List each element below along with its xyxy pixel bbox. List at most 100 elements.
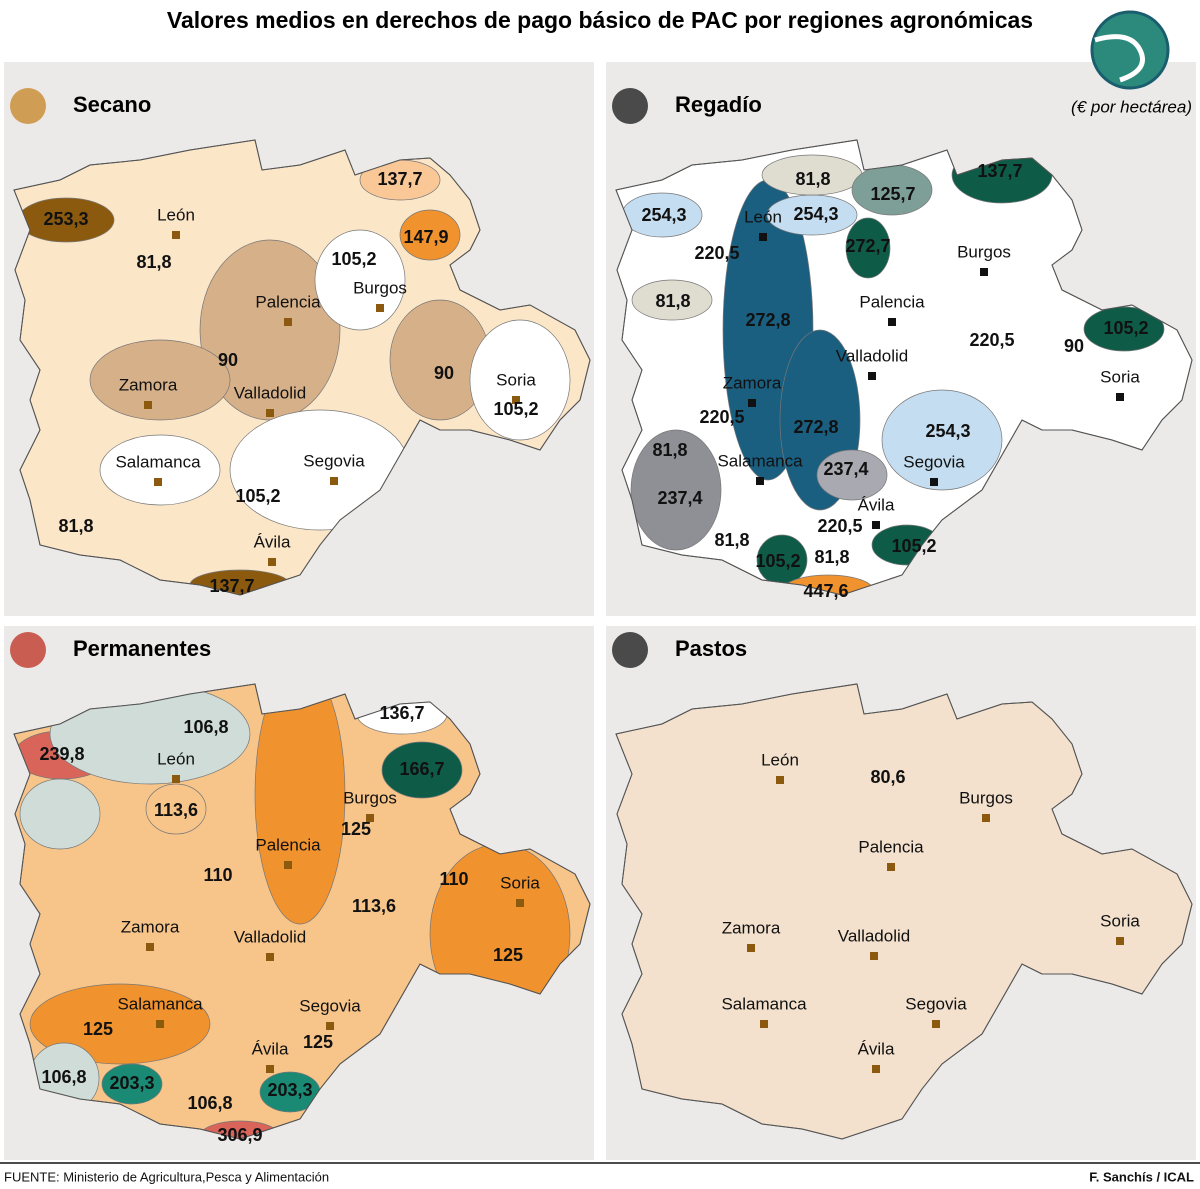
city-label: Ávila bbox=[858, 495, 895, 514]
city-label: Valladolid bbox=[234, 383, 306, 402]
value-label: 110 bbox=[203, 865, 232, 885]
value-label: 220,5 bbox=[699, 407, 744, 427]
city-marker bbox=[930, 478, 938, 486]
city-marker bbox=[376, 304, 384, 312]
panel-name: Regadío bbox=[675, 92, 762, 117]
city-marker bbox=[326, 1022, 334, 1030]
city-label: Soria bbox=[1100, 367, 1140, 386]
city-label: Palencia bbox=[858, 837, 924, 856]
city-label: Ávila bbox=[252, 1039, 289, 1058]
source: FUENTE: Ministerio de Agricultura,Pesca … bbox=[4, 1169, 329, 1184]
value-label: 105,2 bbox=[1103, 318, 1148, 338]
value-label: 106,8 bbox=[183, 717, 228, 737]
city-label: Burgos bbox=[353, 278, 407, 297]
value-label: 272,8 bbox=[745, 310, 790, 330]
subregion bbox=[630, 429, 722, 551]
value-label: 90 bbox=[434, 363, 454, 383]
city-marker bbox=[284, 861, 292, 869]
value-label: 81,8 bbox=[58, 516, 93, 536]
value-label: 113,6 bbox=[154, 800, 198, 820]
city-label: Ávila bbox=[858, 1039, 895, 1058]
value-label: 254,3 bbox=[641, 205, 686, 225]
city-label: Soria bbox=[500, 873, 540, 892]
value-label: 237,4 bbox=[823, 459, 868, 479]
city-marker bbox=[330, 477, 338, 485]
value-label: 125 bbox=[83, 1019, 113, 1039]
city-marker bbox=[154, 478, 162, 486]
value-label: 447,6 bbox=[803, 581, 848, 601]
city-marker bbox=[748, 399, 756, 407]
subregion bbox=[19, 778, 101, 850]
value-label: 272,7 bbox=[845, 236, 890, 256]
panel-name: Pastos bbox=[675, 636, 747, 661]
subregion bbox=[631, 279, 713, 321]
value-label: 306,9 bbox=[217, 1125, 262, 1145]
border bbox=[13, 683, 591, 1140]
panel-icon bbox=[10, 632, 46, 668]
city-label: Palencia bbox=[255, 292, 321, 311]
value-label: 254,3 bbox=[793, 204, 838, 224]
city-marker bbox=[512, 396, 520, 404]
city-marker bbox=[268, 558, 276, 566]
city-label: Soria bbox=[1100, 911, 1140, 930]
city-marker bbox=[747, 944, 755, 952]
unit: (€ por hectárea) bbox=[1071, 97, 1192, 116]
subregion bbox=[845, 217, 891, 279]
value-label: 110 bbox=[439, 869, 468, 889]
city-marker bbox=[760, 1020, 768, 1028]
value-label: 137,7 bbox=[377, 169, 422, 189]
city-label: León bbox=[157, 749, 195, 768]
city-marker bbox=[872, 521, 880, 529]
value-label: 81,8 bbox=[136, 252, 171, 272]
subregion bbox=[99, 434, 221, 506]
value-label: 90 bbox=[1064, 336, 1084, 356]
city-marker bbox=[266, 953, 274, 961]
subregion bbox=[89, 339, 231, 421]
value-label: 220,5 bbox=[817, 516, 862, 536]
value-label: 125 bbox=[303, 1032, 333, 1052]
city-label: Soria bbox=[496, 370, 536, 389]
subregion bbox=[101, 1063, 163, 1105]
subregion bbox=[29, 983, 211, 1065]
subregion bbox=[469, 319, 571, 441]
value-label: 81,8 bbox=[814, 547, 849, 567]
value-label: 237,4 bbox=[657, 488, 702, 508]
city-marker bbox=[870, 952, 878, 960]
panel-name: Permanentes bbox=[73, 636, 211, 661]
city-label: Salamanca bbox=[117, 994, 203, 1013]
panel-name: Secano bbox=[73, 92, 151, 117]
title: Valores medios en derechos de pago básic… bbox=[167, 7, 1033, 33]
city-label: León bbox=[744, 207, 782, 226]
city-marker bbox=[980, 268, 988, 276]
city-label: Burgos bbox=[343, 788, 397, 807]
city-label: Segovia bbox=[905, 994, 967, 1013]
value-label: 254,3 bbox=[925, 421, 970, 441]
value-label: 106,8 bbox=[41, 1067, 86, 1087]
subregion bbox=[145, 783, 207, 835]
city-marker bbox=[868, 372, 876, 380]
subregion bbox=[254, 684, 346, 925]
panel-icon bbox=[612, 88, 648, 124]
value-label: 106,8 bbox=[187, 1093, 232, 1113]
city-marker bbox=[932, 1020, 940, 1028]
city-label: Burgos bbox=[959, 788, 1013, 807]
city-marker bbox=[284, 318, 292, 326]
city-label: Palencia bbox=[255, 835, 321, 854]
value-label: 105,2 bbox=[331, 249, 376, 269]
city-marker bbox=[888, 318, 896, 326]
city-marker bbox=[146, 943, 154, 951]
city-marker bbox=[172, 775, 180, 783]
value-label: 125,7 bbox=[870, 184, 915, 204]
city-marker bbox=[144, 401, 152, 409]
city-label: Valladolid bbox=[838, 926, 910, 945]
city-label: Salamanca bbox=[721, 994, 807, 1013]
city-marker bbox=[516, 899, 524, 907]
city-label: Palencia bbox=[859, 292, 925, 311]
value-label: 81,8 bbox=[714, 530, 749, 550]
subregion bbox=[881, 389, 1003, 491]
city-label: Valladolid bbox=[234, 927, 306, 946]
city-label: Segovia bbox=[303, 451, 365, 470]
credit: F. Sanchís / ICAL bbox=[1089, 1169, 1194, 1184]
